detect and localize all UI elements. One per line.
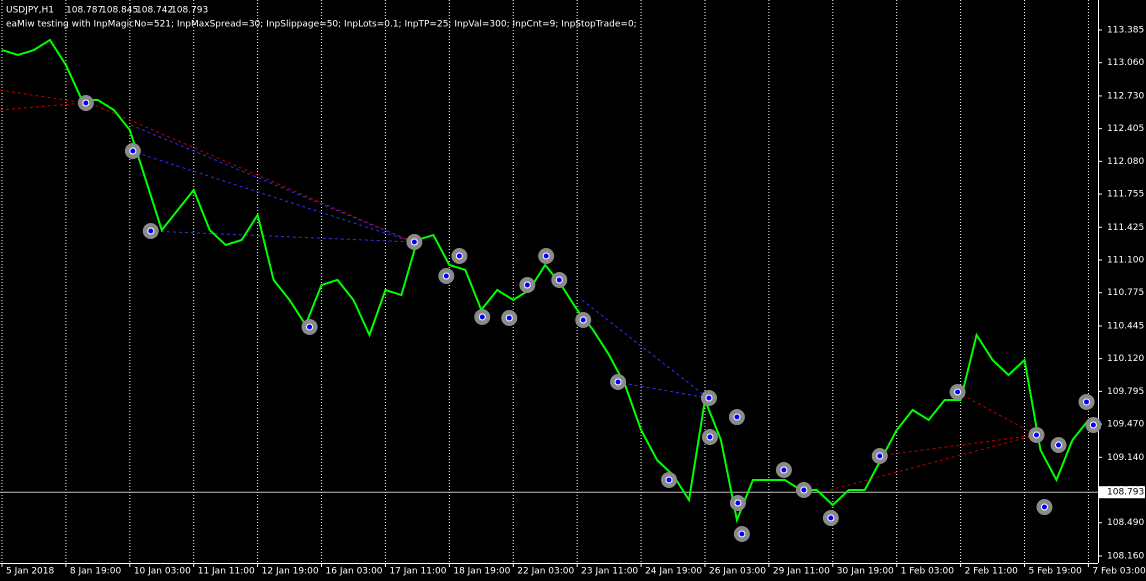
trade-link [956, 391, 1037, 436]
trade-marker [733, 413, 741, 421]
trade-link [0, 102, 85, 111]
trade-link [878, 434, 1037, 457]
y-tick-label: 111.100 [1107, 256, 1144, 266]
current-price-label: 108.793 [1107, 488, 1144, 498]
trade-marker [614, 378, 622, 386]
trade-marker [705, 394, 713, 402]
trade-marker [706, 433, 714, 441]
trade-link [581, 299, 709, 399]
x-tick-label: 5 Jan 2018 [6, 567, 54, 577]
ohlc-high: 108.845 [101, 6, 138, 16]
x-tick-label: 23 Jan 11:00 [581, 567, 638, 577]
y-tick-label: 112.080 [1107, 157, 1144, 167]
x-tick-label: 7 Feb 03:00 [1092, 567, 1146, 577]
y-tick-label: 110.120 [1107, 354, 1144, 364]
x-tick-label: 17 Jan 11:00 [389, 567, 446, 577]
trade-marker [82, 99, 90, 107]
trade-marker [542, 252, 550, 260]
x-tick-label: 5 Feb 19:00 [1029, 567, 1083, 577]
y-tick-label: 110.775 [1107, 288, 1144, 298]
trade-marker [876, 452, 884, 460]
trade-marker [800, 486, 808, 494]
trade-marker [129, 147, 137, 155]
trade-link [130, 124, 414, 243]
trade-marker [579, 316, 587, 324]
x-tick-label: 24 Jan 19:00 [645, 567, 702, 577]
trade-marker [410, 238, 418, 246]
trade-marker [1055, 441, 1063, 449]
y-tick-label: 111.755 [1107, 190, 1144, 200]
trade-marker [455, 252, 463, 260]
subtitle: eaMiw testing with InpMagicNo=521; InpMa… [6, 20, 637, 30]
current-price-box [1099, 486, 1145, 499]
y-tick-label: 109.140 [1107, 453, 1144, 463]
x-tick-label: 11 Jan 11:00 [198, 567, 255, 577]
y-tick-label: 112.730 [1107, 91, 1144, 101]
trade-marker [1040, 503, 1048, 511]
grid [1, 0, 1089, 563]
y-tick-label: 110.445 [1107, 321, 1144, 331]
trade-links [0, 89, 1037, 491]
trade-link [148, 230, 414, 243]
y-tick-label: 108.160 [1107, 551, 1144, 561]
x-tick-label: 1 Feb 03:00 [901, 567, 955, 577]
trade-marker [827, 514, 835, 522]
y-tick-label: 109.795 [1107, 387, 1144, 397]
symbol: USDJPY,H1 [6, 6, 54, 16]
trade-marker [665, 476, 673, 484]
trade-marker [442, 272, 450, 280]
trade-marker [505, 314, 513, 322]
x-tick-label: 26 Jan 03:00 [709, 567, 766, 577]
x-tick-label: 29 Jan 11:00 [773, 567, 830, 577]
x-tick-label: 12 Jan 19:00 [262, 567, 319, 577]
price-line [1, 38, 1090, 524]
x-tick-label: 8 Jan 19:00 [70, 567, 122, 577]
x-tick-label: 30 Jan 19:00 [837, 567, 894, 577]
trade-link [0, 89, 85, 104]
trade-marker [1082, 398, 1090, 406]
x-tick-label: 22 Jan 03:00 [517, 567, 574, 577]
x-tick-label: 16 Jan 03:00 [326, 567, 383, 577]
y-tick-label: 108.490 [1107, 518, 1144, 528]
trade-link [130, 150, 414, 243]
y-tick-label: 111.425 [1107, 223, 1144, 233]
trade-marker [780, 466, 788, 474]
trade-marker [523, 281, 531, 289]
x-tick-label: 18 Jan 19:00 [453, 567, 510, 577]
trade-marker [478, 313, 486, 321]
y-tick-label: 113.060 [1107, 58, 1144, 68]
trade-link [89, 102, 414, 243]
y-tick-label: 113.385 [1107, 25, 1144, 35]
y-tick-label: 109.470 [1107, 420, 1144, 430]
ohlc-open: 108.787 [66, 6, 103, 16]
x-tick-label: 10 Jan 03:00 [134, 567, 191, 577]
trade-marker [734, 499, 742, 507]
trade-marker [738, 530, 746, 538]
ohlc-close: 108.793 [171, 6, 208, 16]
ohlc-low: 108.742 [136, 6, 173, 16]
trade-marker [306, 323, 314, 331]
trade-marker [147, 227, 155, 235]
trade-marker [1089, 421, 1097, 429]
trade-marker [1032, 431, 1040, 439]
trade-marker [555, 276, 563, 284]
y-tick-label: 112.405 [1107, 124, 1144, 134]
x-tick-label: 2 Feb 11:00 [965, 567, 1019, 577]
trade-marker [954, 388, 962, 396]
